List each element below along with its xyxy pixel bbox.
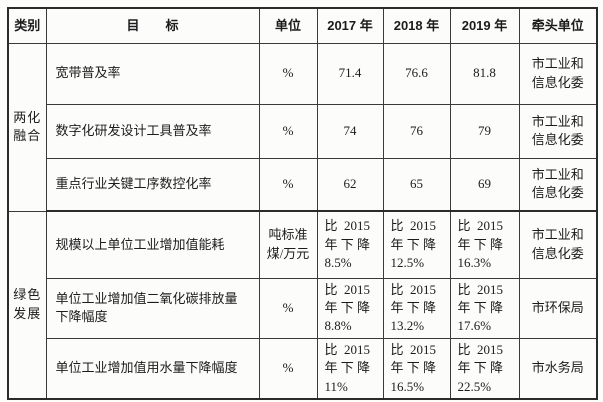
target-cell: 数字化研发设计工具普及率 [45, 103, 260, 159]
category-cell-lvse-fazhan: 绿色 发展 [7, 210, 47, 400]
lead-unit-cell: 市工业和 信息化委 [518, 103, 598, 159]
value-2019-cell: 比 2015 年 下 降 17.6% [449, 277, 520, 339]
value-2017-cell: 比 2015 年 下 降 11% [316, 337, 384, 400]
table-row: 绿色 发展 规模以上单位工业增加值能耗 吨标准 煤/万元 比 2015 年 下 … [7, 210, 598, 400]
value-2019-cell: 81.8 [449, 42, 520, 105]
target-cell: 规模以上单位工业增加值能耗 [45, 210, 260, 279]
table-row: 单位工业增加值二氧化碳排放量 下降幅度 % 比 2015 年 下 降 8.8% … [8, 277, 598, 339]
lead-unit-cell: 市环保局 [518, 277, 598, 339]
value-2017-cell: 比 2015 年 下 降 8.5% [316, 210, 384, 279]
value-2017-cell: 71.4 [316, 42, 384, 105]
col-header-lead: 牵头单位 [518, 7, 598, 44]
value-2017-cell: 比 2015 年 下 降 8.8% [316, 277, 384, 339]
value-2019-cell: 79 [449, 103, 520, 159]
table-row: 两化 融合 宽带普及率 % 71.4 76.6 81.8 市工业和 信息化委 [7, 42, 598, 212]
col-header-2018: 2018 年 [382, 7, 451, 44]
header-row: 类别 目 标 单位 2017 年 2018 年 2019 年 牵头单位 [7, 7, 598, 44]
target-cell: 单位工业增加值二氧化碳排放量 下降幅度 [45, 277, 260, 339]
lead-unit-cell: 市水务局 [518, 337, 598, 400]
unit-cell: % [258, 337, 318, 400]
value-2017-cell: 74 [316, 103, 384, 159]
value-2019-cell: 69 [449, 157, 520, 212]
value-2018-cell: 比 2015 年 下 降 13.2% [382, 277, 451, 339]
targets-table: 类别 目 标 单位 2017 年 2018 年 2019 年 牵头单位 两化 融… [7, 7, 598, 401]
table-row: 单位工业增加值用水量下降幅度 % 比 2015 年 下 降 11% 比 2015… [8, 337, 598, 400]
col-header-target: 目 标 [45, 7, 260, 44]
target-cell: 宽带普及率 [45, 42, 260, 105]
unit-cell: % [258, 103, 318, 159]
unit-cell: % [258, 157, 318, 212]
unit-cell: % [258, 42, 318, 105]
table-row: 重点行业关键工序数控化率 % 62 65 69 市工业和 信息化委 [8, 157, 598, 212]
col-header-2019: 2019 年 [449, 7, 520, 44]
value-2019-cell: 比 2015 年 下 降 16.3% [449, 210, 520, 279]
lead-unit-cell: 市工业和 信息化委 [518, 42, 598, 105]
lead-unit-cell: 市工业和 信息化委 [518, 157, 598, 212]
value-2018-cell: 比 2015 年 下 降 12.5% [382, 210, 451, 279]
col-header-category: 类别 [7, 7, 47, 44]
value-2017-cell: 62 [316, 157, 384, 212]
value-2018-cell: 65 [382, 157, 451, 212]
value-2019-cell: 比 2015 年 下 降 22.5% [449, 337, 520, 400]
target-cell: 单位工业增加值用水量下降幅度 [45, 337, 260, 400]
value-2018-cell: 比 2015 年 下 降 16.5% [382, 337, 451, 400]
col-header-unit: 单位 [258, 7, 318, 44]
unit-cell: 吨标准 煤/万元 [258, 210, 318, 279]
value-2018-cell: 76 [382, 103, 451, 159]
lead-unit-cell: 市工业和 信息化委 [518, 210, 598, 279]
category-cell-lianghua-ronghe: 两化 融合 [7, 42, 47, 212]
unit-cell: % [258, 277, 318, 339]
value-2018-cell: 76.6 [382, 42, 451, 105]
target-cell: 重点行业关键工序数控化率 [45, 157, 260, 212]
table-row: 数字化研发设计工具普及率 % 74 76 79 市工业和 信息化委 [8, 103, 598, 159]
col-header-2017: 2017 年 [316, 7, 384, 44]
